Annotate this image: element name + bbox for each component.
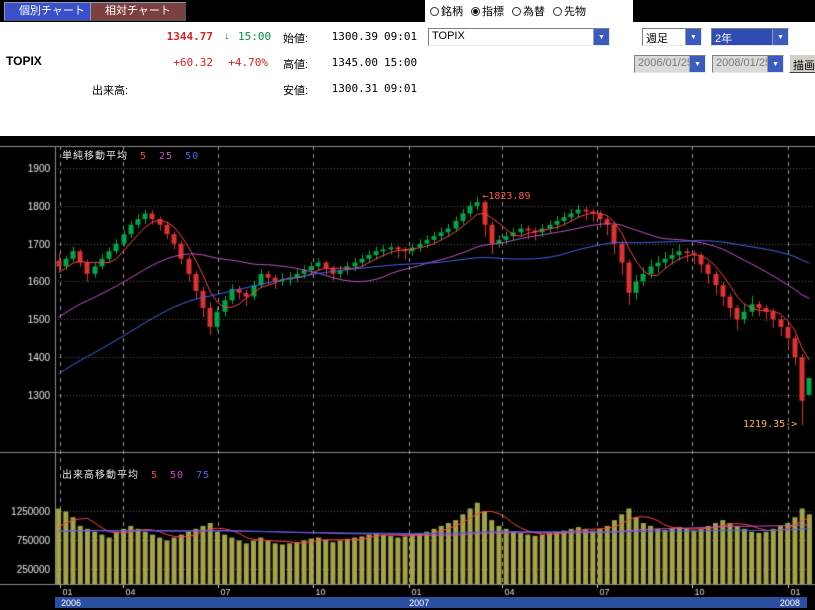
volume-ma-legend-label: 出来高移動平均: [62, 470, 139, 481]
open-value: 1300.39: [331, 30, 378, 43]
price-ma-legend: 単純移動平均 5 25 50: [62, 147, 199, 162]
radio-label: 指標: [482, 6, 504, 18]
chart-annotation: 1219.35->: [742, 419, 798, 431]
tab-individual-chart[interactable]: 個別チャート: [4, 2, 100, 21]
chevron-down-icon[interactable]: ▼: [685, 29, 701, 45]
price-change: +60.32: [173, 56, 213, 69]
date-to-select[interactable]: 2008/01/25 ▼: [712, 55, 784, 73]
chevron-down-icon[interactable]: ▼: [689, 56, 705, 72]
open-label: 始値:: [283, 33, 309, 45]
price-ma-legend-label: 単純移動平均: [62, 151, 128, 162]
volume-ma-legend: 出来高移動平均 5 50 75: [62, 466, 210, 481]
symbol-select[interactable]: TOPIX ▼: [428, 28, 610, 46]
ma-period: 5: [151, 470, 159, 481]
price-change-percent: +4.70%: [228, 56, 268, 69]
timeline-year-label: 2008: [779, 598, 800, 608]
low-time: 09:01: [384, 82, 418, 95]
radio-circle-icon: [430, 6, 439, 16]
high-time: 15:00: [384, 56, 418, 69]
last-trade-time: 15:00: [238, 30, 272, 43]
radio-stock[interactable]: 銘柄: [430, 3, 463, 19]
symbol-select-value: TOPIX: [432, 30, 465, 42]
radio-circle-icon: [471, 6, 480, 16]
open-time: 09:01: [384, 30, 418, 43]
chart-annotation: ←1823.89: [482, 190, 531, 202]
timeline-year-label: 2006: [61, 598, 82, 608]
range-select[interactable]: 2年 ▼: [711, 28, 789, 46]
ma-period: 5: [140, 151, 148, 162]
symbol-name: TOPIX: [6, 54, 42, 68]
chevron-down-icon[interactable]: ▼: [767, 56, 783, 72]
date-to-value: 2008/01/25: [713, 56, 767, 72]
period-select[interactable]: 週足 ▼: [642, 28, 702, 46]
radio-circle-icon: [553, 6, 562, 16]
ma-period: 25: [159, 151, 174, 162]
low-value: 1300.31: [331, 82, 378, 95]
ma-period: 50: [170, 470, 185, 481]
quote-info-panel: TOPIX 1344.77 ↓ 15:00 始値: 1300.39 09:01 …: [0, 22, 815, 136]
date-from-select[interactable]: 2006/01/25 ▼: [634, 55, 706, 73]
high-value: 1345.00: [331, 56, 378, 69]
radio-circle-icon: [512, 6, 521, 16]
chevron-down-icon[interactable]: ▼: [593, 29, 609, 45]
high-label: 高値:: [283, 59, 309, 71]
top-tab-bar: 個別チャート 相対チャート 銘柄 指標 為替 先物: [0, 0, 815, 22]
category-radio-group: 銘柄 指標 為替 先物: [425, 0, 633, 22]
low-label: 安値:: [283, 85, 309, 97]
ma-period: 50: [185, 151, 200, 162]
down-arrow-icon: ↓: [224, 30, 230, 42]
radio-label: 銘柄: [441, 6, 463, 18]
date-from-value: 2006/01/25: [635, 56, 689, 72]
radio-label: 先物: [564, 6, 586, 18]
chart-area: 単純移動平均 5 25 50 出来高移動平均 5 50 75 2006 2007 2008 ←1…: [0, 136, 815, 610]
tab-relative-chart[interactable]: 相対チャート: [90, 2, 186, 21]
range-select-value: 2年: [712, 29, 772, 45]
radio-label: 為替: [523, 6, 545, 18]
draw-button[interactable]: 描画: [789, 54, 815, 73]
chart-canvas: [0, 136, 815, 610]
timeline-year-label: 2007: [409, 598, 430, 608]
ma-period: 75: [196, 470, 211, 481]
last-price: 1344.77: [166, 30, 213, 43]
chevron-down-icon[interactable]: ▼: [772, 29, 788, 45]
period-select-value: 週足: [646, 33, 668, 45]
volume-label: 出来高:: [92, 85, 129, 97]
radio-forex[interactable]: 為替: [512, 3, 545, 19]
timeline-scrollbar[interactable]: 2006 2007 2008: [55, 597, 807, 608]
radio-index[interactable]: 指標: [471, 3, 504, 19]
radio-futures[interactable]: 先物: [553, 3, 586, 19]
